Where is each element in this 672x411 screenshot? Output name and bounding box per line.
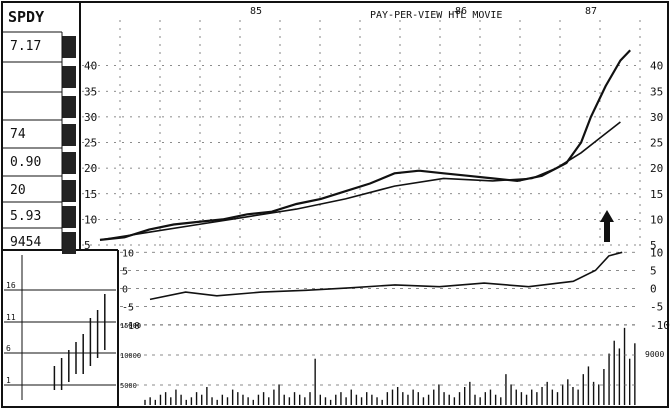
mini-tick: 1 <box>6 376 11 385</box>
price-tick-right: 25 <box>650 137 663 150</box>
sidebar-row-value: 9454 <box>10 235 41 250</box>
indicator-tick-left: -5 <box>122 303 134 314</box>
volume-ticks: 15000 10000 5000 9000 <box>120 322 664 390</box>
sidebar-row-value: 20 <box>10 183 26 198</box>
year-label: 86 <box>455 6 467 17</box>
price-tick-left: 10 <box>84 213 97 226</box>
volume-tick: 5000 <box>120 382 137 390</box>
price-tick-right: 30 <box>650 111 663 124</box>
sidebar-bar <box>62 232 76 254</box>
indicator-tick: 0 <box>650 283 657 296</box>
price-tick-right: 5 <box>650 239 657 252</box>
price-lines <box>99 49 631 241</box>
sidebar-row-value: 7.17 <box>10 39 41 54</box>
year-label: 85 <box>250 6 262 17</box>
sidebar-bar <box>62 96 76 118</box>
price-tick-right: 40 <box>650 60 663 73</box>
price-tick-left: 20 <box>84 162 97 175</box>
sidebar-row-value: 5.93 <box>10 209 41 224</box>
sidebar-bar <box>62 124 76 146</box>
price-tick-right: 10 <box>650 213 663 226</box>
indicator-series-line <box>149 251 623 301</box>
volume-tick: 15000 <box>120 322 141 330</box>
indicator-tick: 5 <box>650 264 657 277</box>
mini-tick: 6 <box>6 344 11 353</box>
year-label: 87 <box>585 6 597 17</box>
sidebar-bar <box>62 152 76 174</box>
sidebar-bar <box>62 66 76 88</box>
mini-tick: 16 <box>6 281 16 290</box>
price-tick-left: 35 <box>84 85 97 98</box>
price-tick-left: 30 <box>84 111 97 124</box>
price-series-line <box>99 121 621 241</box>
indicator-ticks: 10 10 5 5 0 0 -5 -5 -10 -10 <box>122 246 670 332</box>
sidebar-row-value: 74 <box>10 127 26 142</box>
indicator-tick-left: 10 <box>122 248 134 259</box>
indicator-tick-left: 0 <box>122 285 128 296</box>
indicator-tick-left: -10 <box>122 321 140 332</box>
price-tick-right: 20 <box>650 162 663 175</box>
volume-right-label: 9000 <box>645 350 664 359</box>
up-arrow-icon <box>600 210 614 242</box>
mini-tick: 11 <box>6 313 16 322</box>
indicator-tick: 10 <box>650 246 663 259</box>
volume-tick: 10000 <box>120 352 141 360</box>
price-grid <box>82 20 641 250</box>
indicator-tick: -10 <box>650 319 670 332</box>
price-tick-right: 15 <box>650 188 663 201</box>
price-tick-left: 15 <box>84 188 97 201</box>
indicator-tick-left: 5 <box>122 266 128 277</box>
sidebar-row-value: 0.90 <box>10 155 41 170</box>
sidebar-bar <box>62 36 76 58</box>
price-tick-left: 40 <box>84 60 97 73</box>
sidebar-bar <box>62 180 76 202</box>
ticker-label: SPDY <box>8 8 44 26</box>
price-ticks: 5 5 10 10 15 15 20 20 25 25 30 30 35 35 40 40 <box>84 60 663 252</box>
price-tick-left: 5 <box>84 239 91 252</box>
year-labels: 85 86 87 <box>250 6 597 17</box>
price-series-line <box>99 49 631 241</box>
volume-bars <box>144 327 636 405</box>
price-tick-left: 25 <box>84 137 97 150</box>
price-tick-right: 35 <box>650 85 663 98</box>
sidebar-bar <box>62 206 76 228</box>
mini-chart: 16 11 6 1 <box>4 255 116 400</box>
indicator-tick: -5 <box>650 301 663 314</box>
chart-title: PAY-PER-VIEW HTL MOVIE <box>370 10 502 21</box>
indicator-line <box>149 251 623 301</box>
